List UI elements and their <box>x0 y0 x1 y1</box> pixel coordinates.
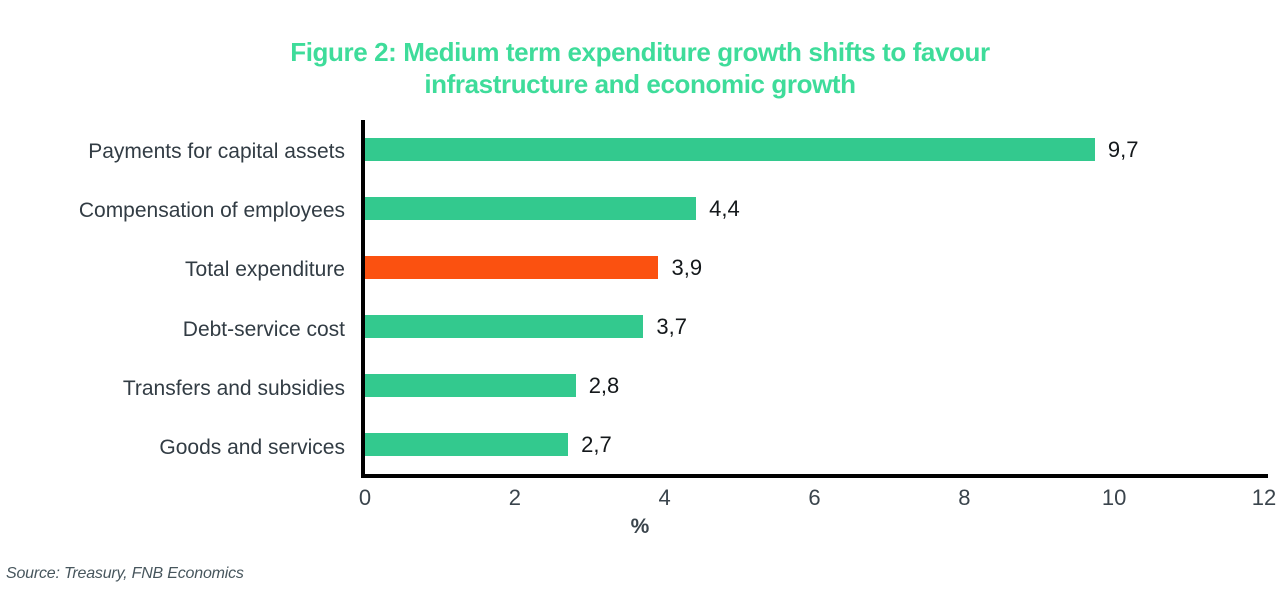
bar <box>365 197 697 220</box>
category-label: Payments for capital assets <box>88 139 345 163</box>
category-label: Total expenditure <box>185 258 345 282</box>
chart-title-line1: Figure 2: Medium term expenditure growth… <box>290 37 990 67</box>
bar-row: 3,7 <box>365 297 1268 356</box>
x-tick-label: 8 <box>958 485 971 510</box>
category-label: Goods and services <box>159 436 345 460</box>
category-label: Debt-service cost <box>182 317 345 341</box>
bar-value-label: 2,7 <box>581 431 612 457</box>
bar <box>365 374 576 397</box>
bar-value-label: 4,4 <box>709 195 740 221</box>
x-tick-label: 0 <box>358 485 372 510</box>
x-tick-label: 10 <box>1101 485 1127 510</box>
bar-value-label: 3,9 <box>671 254 703 280</box>
bar <box>365 138 1095 161</box>
bar-value-label: 3,7 <box>656 313 688 339</box>
chart-title: Figure 2: Medium term expenditure growth… <box>0 36 1280 100</box>
bar-value-label: 9,7 <box>1107 136 1139 162</box>
bar-row: 9,7 <box>365 120 1268 179</box>
category-labels: Payments for capital assets Compensation … <box>0 122 345 478</box>
bar <box>365 315 644 338</box>
category-label: Transfers and subsidies <box>122 376 345 400</box>
bar-value-label: 2,8 <box>588 372 620 398</box>
category-label: Compensation of employees <box>78 198 345 222</box>
x-tick-label: 6 <box>808 485 821 510</box>
x-axis-ticks: 0 2 4 6 8 10 12 <box>359 485 1276 511</box>
plot-area: 9,7 4,4 3,9 3,7 2,8 2,7 <box>361 120 1268 478</box>
x-tick-label: 4 <box>658 485 671 510</box>
x-tick-label: 2 <box>508 485 521 510</box>
x-tick-label: 12 <box>1251 485 1277 510</box>
bar-row: 2,7 <box>365 415 1268 474</box>
bar-highlighted <box>365 256 659 279</box>
chart-title-line2: infrastructure and economic growth <box>424 69 856 99</box>
source-note: Source: Treasury, FNB Economics <box>6 565 244 582</box>
bar-row: 3,9 <box>365 238 1268 297</box>
bar-row: 4,4 <box>365 179 1268 238</box>
bar-row: 2,8 <box>365 356 1268 415</box>
bar <box>365 433 569 456</box>
x-axis-label: % <box>630 515 650 538</box>
